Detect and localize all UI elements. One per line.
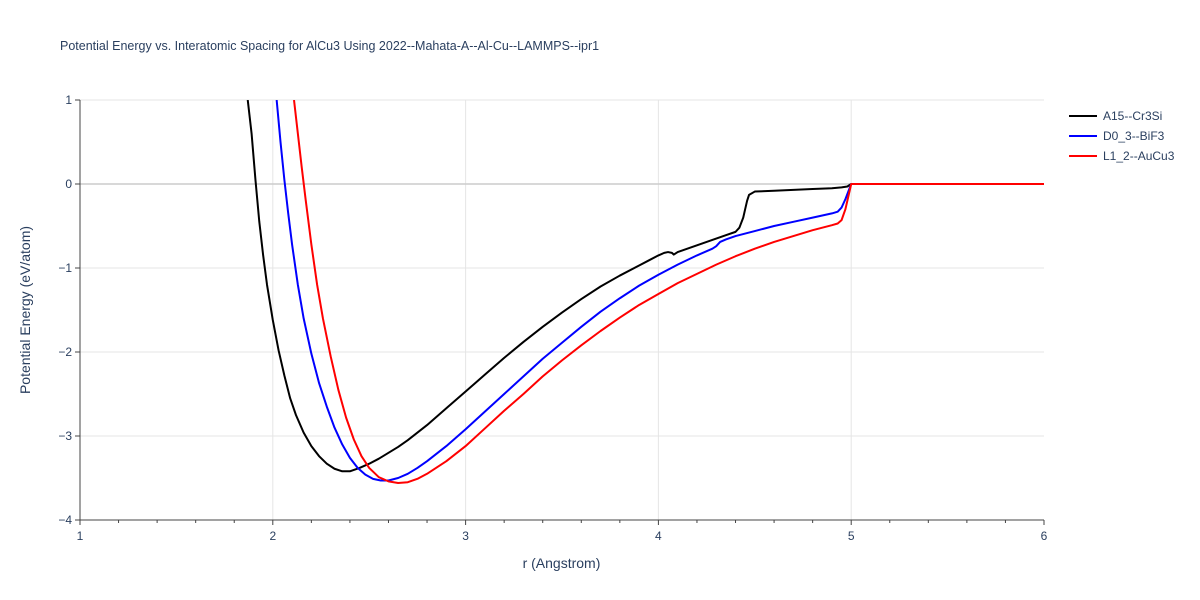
y-tick-label: −4 [58, 513, 72, 527]
x-tick-label: 1 [77, 529, 84, 543]
x-tick-label: 4 [655, 529, 662, 543]
grid [80, 99, 1044, 520]
series-line-1 [275, 100, 1044, 482]
legend-label: L1_2--AuCu3 [1103, 149, 1175, 163]
x-tick-label: 3 [462, 529, 469, 543]
legend-item[interactable]: D0_3--BiF3 [1069, 129, 1165, 143]
x-axis-title: r (Angstrom) [523, 555, 601, 571]
x-tick-label: 2 [269, 529, 276, 543]
y-axis-title: Potential Energy (eV/atom) [17, 226, 33, 394]
legend-item[interactable]: A15--Cr3Si [1069, 109, 1162, 123]
series-line-0 [246, 100, 1044, 473]
legend-item[interactable]: L1_2--AuCu3 [1069, 149, 1175, 163]
y-tick-label: −1 [58, 261, 72, 275]
x-tick-label: 6 [1041, 529, 1048, 543]
chart-title: Potential Energy vs. Interatomic Spacing… [60, 39, 599, 53]
y-tick-label: 0 [65, 177, 72, 191]
legend: A15--Cr3Si D0_3--BiF3 L1_2--AuCu3 [1069, 109, 1175, 163]
axes: 1 2 3 4 5 6 1 0 −1 −2 −3 −4 [58, 93, 1047, 543]
legend-label: A15--Cr3Si [1103, 109, 1162, 123]
y-tick-label: 1 [65, 93, 72, 107]
x-tick-label: 5 [848, 529, 855, 543]
legend-label: D0_3--BiF3 [1103, 129, 1165, 143]
series-line-2 [293, 100, 1044, 485]
plot-area [246, 100, 1044, 485]
y-tick-label: −2 [58, 345, 72, 359]
y-tick-label: −3 [58, 429, 72, 443]
